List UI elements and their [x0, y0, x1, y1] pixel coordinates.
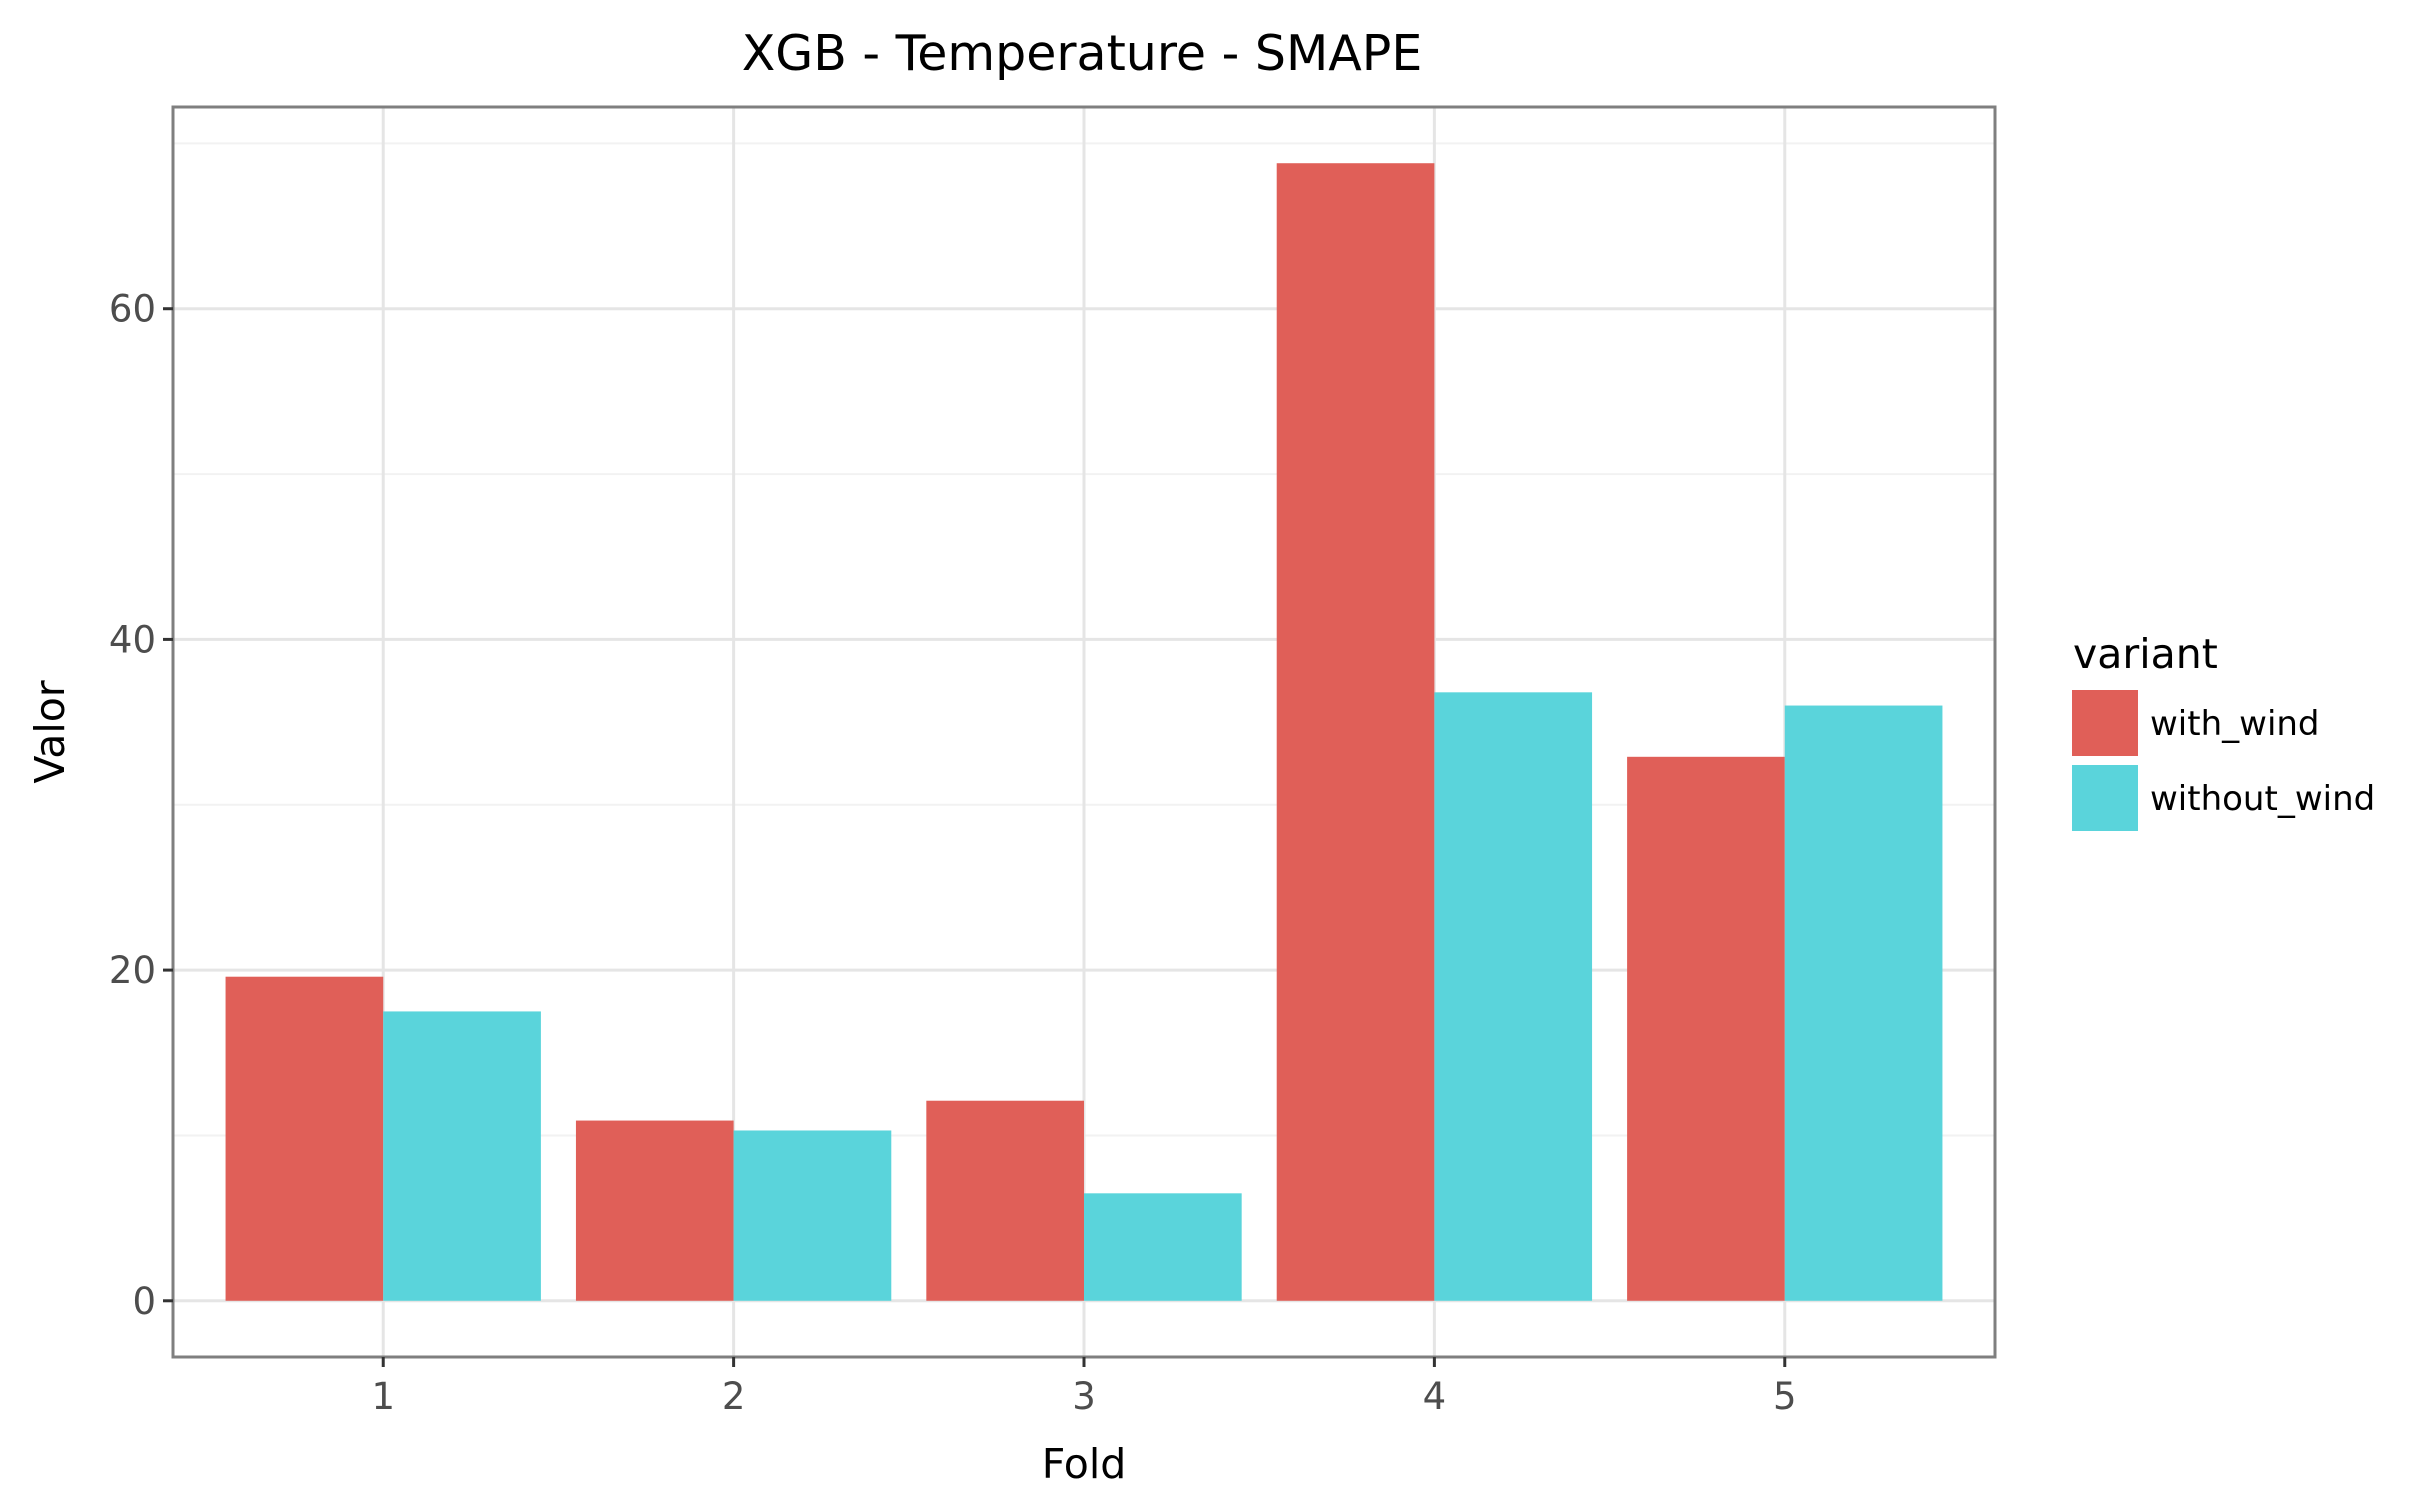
x-tick-label: 1: [371, 1375, 395, 1418]
legend-label: without_wind: [2150, 779, 2375, 819]
legend-key-with_wind: [2072, 690, 2138, 756]
legend-label: with_wind: [2150, 704, 2320, 744]
chart-title: XGB - Temperature - SMAPE: [742, 25, 1423, 82]
y-tick-label: 0: [132, 1280, 156, 1323]
bar-without_wind-2: [733, 1130, 892, 1301]
y-axis-title: Valor: [26, 680, 74, 783]
y-axis: 0 20 40 60: [109, 288, 173, 1323]
y-tick-label: 60: [109, 288, 156, 331]
x-axis: 1 2 3 4 5: [371, 1357, 1797, 1418]
y-tick-label: 20: [109, 949, 156, 992]
x-tick-label: 2: [722, 1375, 746, 1418]
legend-title: variant: [2073, 630, 2218, 678]
x-axis-title: Fold: [1042, 1440, 1127, 1488]
x-tick-label: 5: [1773, 1375, 1797, 1418]
legend-key-without_wind: [2072, 765, 2138, 831]
bar-with_wind-5: [1627, 756, 1785, 1301]
bar-without_wind-3: [1084, 1193, 1242, 1301]
bar-with_wind-2: [575, 1120, 734, 1301]
bar-with_wind-3: [926, 1100, 1084, 1301]
bars: [225, 163, 1943, 1301]
bar-without_wind-5: [1784, 705, 1943, 1301]
y-tick-label: 40: [109, 618, 156, 661]
bar-without_wind-1: [383, 1011, 541, 1301]
x-tick-label: 3: [1072, 1375, 1096, 1418]
bar-without_wind-4: [1434, 692, 1593, 1301]
bar-with_wind-1: [225, 976, 384, 1301]
legend: variant with_wind without_wind: [2072, 630, 2375, 831]
x-tick-label: 4: [1423, 1375, 1447, 1418]
bar-with_wind-4: [1276, 163, 1435, 1301]
